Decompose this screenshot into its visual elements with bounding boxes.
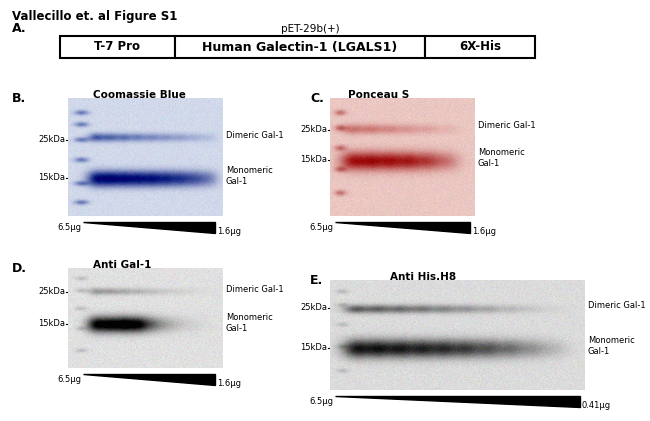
Text: 6.5μg: 6.5μg xyxy=(57,375,81,384)
Text: 25kDa: 25kDa xyxy=(300,304,327,312)
Text: 1.6μg: 1.6μg xyxy=(217,226,241,235)
Bar xyxy=(425,36,535,58)
Text: Monomeric
Gal-1: Monomeric Gal-1 xyxy=(226,313,273,333)
Polygon shape xyxy=(83,374,215,385)
Text: Ponceau S: Ponceau S xyxy=(348,90,410,100)
Text: T-7 Pro: T-7 Pro xyxy=(94,40,140,53)
Text: A.: A. xyxy=(12,22,27,35)
Polygon shape xyxy=(335,222,470,233)
Text: Dimeric Gal-1: Dimeric Gal-1 xyxy=(226,131,283,141)
Text: Human Galectin-1 (LGALS1): Human Galectin-1 (LGALS1) xyxy=(202,40,398,53)
Text: D.: D. xyxy=(12,262,27,275)
Bar xyxy=(175,36,425,58)
Text: Vallecillo et. al Figure S1: Vallecillo et. al Figure S1 xyxy=(12,10,177,23)
Text: Coomassie Blue: Coomassie Blue xyxy=(93,90,186,100)
Text: 25kDa: 25kDa xyxy=(38,288,65,296)
Text: B.: B. xyxy=(12,92,26,105)
Polygon shape xyxy=(335,396,580,407)
Text: Monomeric
Gal-1: Monomeric Gal-1 xyxy=(478,148,525,168)
Text: 6.5μg: 6.5μg xyxy=(309,223,333,232)
Bar xyxy=(60,36,175,58)
Polygon shape xyxy=(83,222,215,233)
Text: Monomeric
Gal-1: Monomeric Gal-1 xyxy=(226,166,273,186)
Text: Dimeric Gal-1: Dimeric Gal-1 xyxy=(588,301,645,311)
Text: 15kDa: 15kDa xyxy=(300,155,327,165)
Text: 25kDa: 25kDa xyxy=(38,136,65,144)
Text: 6.5μg: 6.5μg xyxy=(309,397,333,405)
Text: 15kDa: 15kDa xyxy=(38,320,65,328)
Text: 15kDa: 15kDa xyxy=(300,344,327,352)
Text: Monomeric
Gal-1: Monomeric Gal-1 xyxy=(588,336,635,356)
Text: Dimeric Gal-1: Dimeric Gal-1 xyxy=(478,122,536,131)
Text: 1.6μg: 1.6μg xyxy=(472,226,496,235)
Text: pET-29b(+): pET-29b(+) xyxy=(281,24,339,34)
Text: 0.41μg: 0.41μg xyxy=(582,400,611,410)
Text: C.: C. xyxy=(310,92,324,105)
Text: Anti His.H8: Anti His.H8 xyxy=(390,272,456,282)
Text: Dimeric Gal-1: Dimeric Gal-1 xyxy=(226,285,283,295)
Text: E.: E. xyxy=(310,274,323,287)
Text: 15kDa: 15kDa xyxy=(38,173,65,182)
Text: 6.5μg: 6.5μg xyxy=(57,223,81,232)
Text: 1.6μg: 1.6μg xyxy=(217,378,241,387)
Text: Anti Gal-1: Anti Gal-1 xyxy=(93,260,151,270)
Text: 25kDa: 25kDa xyxy=(300,125,327,134)
Text: 6X-His: 6X-His xyxy=(459,40,501,53)
